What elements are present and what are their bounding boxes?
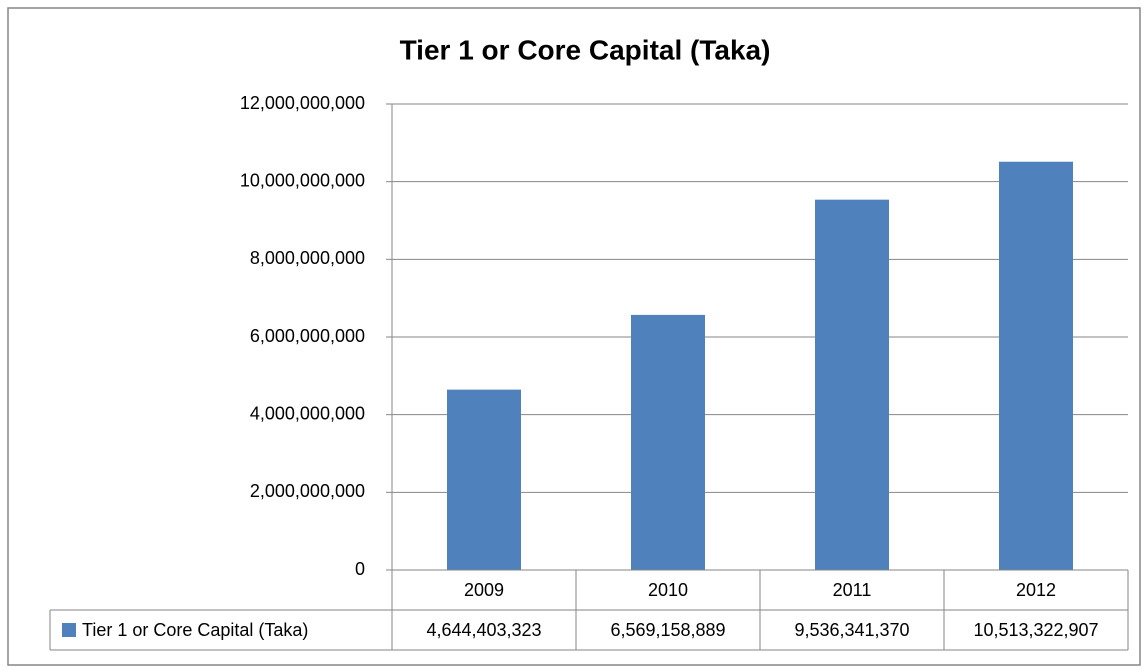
bar (631, 314, 705, 570)
bar (447, 389, 521, 570)
y-tick-label: 8,000,000,000 (250, 248, 365, 268)
y-tick-label: 4,000,000,000 (250, 403, 365, 423)
y-tick-label: 12,000,000,000 (240, 93, 365, 113)
bar (999, 161, 1073, 571)
chart-title: Tier 1 or Core Capital (Taka) (400, 34, 771, 65)
legend-swatch (62, 623, 76, 637)
y-tick-label: 0 (355, 559, 365, 579)
x-tick-label: 2010 (648, 580, 688, 600)
table-value: 9,536,341,370 (794, 620, 909, 640)
y-tick-label: 6,000,000,000 (250, 326, 365, 346)
legend-label: Tier 1 or Core Capital (Taka) (82, 620, 308, 640)
y-tick-label: 10,000,000,000 (240, 170, 365, 190)
x-tick-label: 2009 (464, 580, 504, 600)
x-tick-label: 2012 (1016, 580, 1056, 600)
y-tick-label: 2,000,000,000 (250, 481, 365, 501)
table-value: 10,513,322,907 (973, 620, 1098, 640)
table-value: 6,569,158,889 (610, 620, 725, 640)
bar (815, 199, 889, 571)
table-value: 4,644,403,323 (426, 620, 541, 640)
x-tick-label: 2011 (833, 580, 872, 600)
